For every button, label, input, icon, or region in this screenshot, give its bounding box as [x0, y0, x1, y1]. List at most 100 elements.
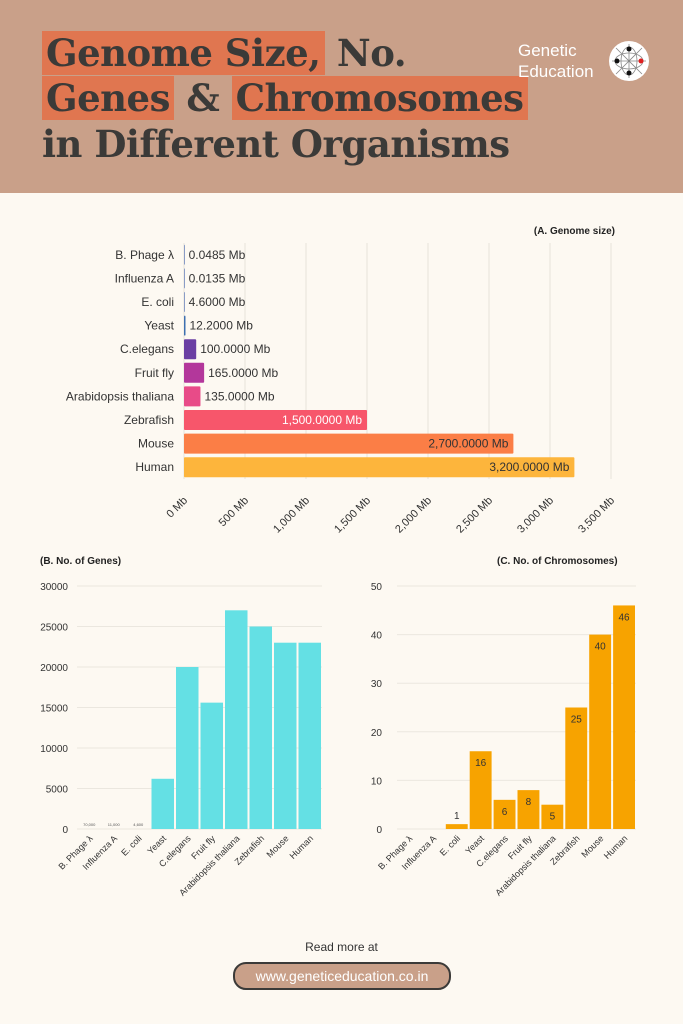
bar	[589, 634, 612, 829]
bar	[184, 292, 185, 312]
category-label: B. Phage λ	[115, 248, 174, 262]
bar	[184, 339, 197, 360]
value-label: 0.0485 Mb	[189, 248, 246, 262]
x-tick-label: 2,000 Mb	[393, 495, 434, 536]
value-label: 25	[571, 715, 583, 726]
value-label: 8	[526, 797, 532, 808]
bar	[184, 268, 185, 289]
bar	[184, 457, 575, 478]
y-tick-label: 40	[371, 631, 383, 642]
bar	[613, 605, 635, 829]
title-line-2: Genes & Chromosomes	[42, 76, 528, 120]
bar	[469, 751, 492, 829]
value-label: 11,000	[108, 822, 121, 827]
brand-name: Genetic Education	[518, 40, 594, 82]
bar	[445, 824, 468, 829]
value-label: 4,600	[133, 822, 144, 827]
value-label: 40	[595, 642, 607, 653]
value-label: 46	[618, 612, 630, 623]
x-tick-label: 500 Mb	[217, 495, 251, 529]
value-label: 6	[502, 807, 508, 818]
x-tick-label: 3,500 Mb	[576, 495, 617, 536]
bar	[298, 642, 321, 829]
genome-size-chart: (A. Genome size) 0 Mb 500 Mb 1,000 Mb 1,500 …	[66, 226, 617, 536]
bar	[184, 244, 185, 265]
y-tick-label: 10	[371, 776, 383, 787]
category-label: Human	[288, 833, 316, 861]
title-text: No.	[336, 31, 407, 75]
x-tick-label: 2,500 Mb	[454, 495, 495, 536]
bar	[493, 799, 516, 829]
category-label: E. coli	[141, 295, 174, 309]
website-link[interactable]: www.geneticeducation.co.in	[233, 962, 451, 990]
chart-title: (B. No. of Genes)	[40, 556, 121, 567]
bar	[225, 610, 248, 829]
value-label: 165.0000 Mb	[208, 366, 278, 380]
bar	[184, 433, 514, 454]
category-label: Human	[135, 460, 174, 474]
value-label: 1	[454, 811, 460, 822]
category-label: Mouse	[138, 437, 174, 451]
value-label: 1,500.0000 Mb	[282, 413, 362, 427]
x-tick-label: 0 Mb	[164, 495, 190, 521]
x-tick-label: 1,000 Mb	[271, 495, 312, 536]
value-label: 5	[550, 812, 556, 823]
y-tick-label: 10000	[40, 744, 68, 755]
logo-icon	[609, 41, 649, 81]
category-label: Influenza A	[115, 271, 174, 285]
category-label: E. coli	[438, 833, 462, 857]
x-tick-label: 3,000 Mb	[515, 495, 556, 536]
x-tick-label: 1,500 Mb	[332, 495, 373, 536]
y-tick-label: 50	[371, 582, 383, 593]
value-label: 135.0000 Mb	[204, 389, 274, 403]
genes-chart: (B. No. of Genes) 0 5000 10000 15000 20000 250…	[40, 556, 322, 898]
bar	[541, 804, 564, 829]
y-tick-label: 15000	[40, 704, 68, 715]
header: Genome Size, No. Genes & Chromosomes in …	[0, 0, 683, 193]
value-label: 100.0000 Mb	[200, 342, 270, 356]
y-tick-label: 20	[371, 728, 383, 739]
value-label: 0.0135 Mb	[189, 271, 246, 285]
read-more-text: Read more at	[305, 940, 378, 954]
value-label: 4.6000 Mb	[189, 295, 246, 309]
bar	[151, 778, 174, 829]
title-highlight: Chromosomes	[231, 76, 528, 120]
title-line-3: in Different Organisms	[42, 122, 510, 166]
y-tick-label: 0	[62, 825, 68, 836]
category-label: E. coli	[119, 833, 143, 857]
category-label: Mouse	[264, 833, 290, 859]
title-line-1: Genome Size, No.	[42, 31, 407, 75]
category-label: Mouse	[579, 833, 605, 859]
category-label: Human	[602, 833, 630, 861]
category-label: Arabidopsis thaliana	[66, 389, 174, 403]
bar	[184, 362, 205, 383]
bar	[184, 315, 186, 336]
brand-line: Genetic	[518, 41, 577, 60]
title-highlight: Genes	[42, 76, 174, 120]
title-text: &	[186, 76, 220, 120]
y-tick-label: 20000	[40, 663, 68, 674]
value-label: 16	[475, 758, 487, 769]
value-label: 3,200.0000 Mb	[489, 460, 569, 474]
value-label: 12.2000 Mb	[189, 319, 253, 333]
title-highlight: Genome Size,	[42, 31, 325, 75]
category-label: Zebrafish	[124, 413, 174, 427]
bar	[565, 707, 588, 829]
bar	[274, 642, 297, 829]
bar	[184, 386, 201, 407]
y-tick-label: 25000	[40, 623, 68, 634]
bar	[176, 667, 199, 829]
y-tick-label: 30	[371, 679, 383, 690]
bar	[249, 626, 272, 829]
brand-line: Education	[518, 62, 594, 81]
chart-title: (A. Genome size)	[534, 226, 615, 237]
chart-title: (C. No. of Chromosomes)	[497, 556, 618, 567]
y-tick-label: 0	[376, 825, 382, 836]
value-label: 2,700.0000 Mb	[428, 437, 508, 451]
category-label: Fruit fly	[135, 366, 174, 380]
category-label: Yeast	[144, 319, 174, 333]
category-label: C.elegans	[120, 342, 174, 356]
bar	[200, 702, 223, 829]
value-label: 70,000	[83, 822, 96, 827]
